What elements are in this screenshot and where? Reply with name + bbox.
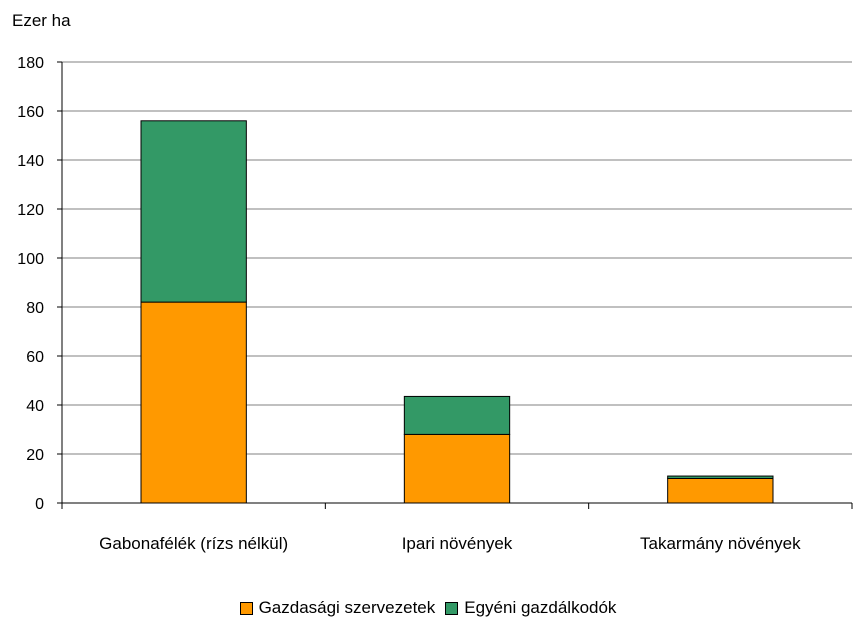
y-tick-label-20: 20 [26, 447, 44, 464]
bar-0-2 [667, 478, 774, 504]
legend-label-series-0: Gazdasági szervezetek [258, 598, 436, 617]
legend: Gazdasági szervezetek Egyéni gazdálkodók [0, 598, 856, 618]
y-tick-label-60: 60 [26, 349, 44, 366]
legend-item-series-0: Gazdasági szervezetek [239, 598, 436, 618]
bar-0-0 [140, 301, 247, 504]
x-tick-label-2: Takarmány növények [640, 534, 801, 553]
legend-item-series-1: Egyéni gazdálkodók [445, 598, 616, 618]
bar-0-1 [403, 433, 511, 504]
bar-1-0 [140, 120, 247, 303]
legend-label-series-1: Egyéni gazdálkodók [464, 598, 617, 617]
y-tick-label-100: 100 [17, 251, 44, 268]
legend-swatch-series-0 [239, 601, 253, 615]
bar-1-2 [667, 475, 774, 479]
axes: 0 20 40 60 80 100 120 140 160 180 Gabonafélék (ríz… [17, 55, 853, 553]
y-tick-label-160: 160 [17, 104, 44, 121]
y-tick-label-40: 40 [26, 398, 44, 415]
y-axis-title: Ezer ha [12, 11, 71, 30]
x-tick-label-1: Ipari növények [402, 534, 513, 553]
y-tick-label-0: 0 [35, 496, 44, 513]
x-tick-label-0: Gabonafélék (rízs nélkül) [99, 534, 288, 553]
bars [140, 120, 774, 504]
y-tick-label-180: 180 [17, 55, 44, 72]
y-tick-label-140: 140 [17, 153, 44, 170]
y-tick-label-120: 120 [17, 202, 44, 219]
bar-1-1 [403, 395, 511, 435]
legend-swatch-series-1 [445, 601, 459, 615]
y-tick-label-80: 80 [26, 300, 44, 317]
